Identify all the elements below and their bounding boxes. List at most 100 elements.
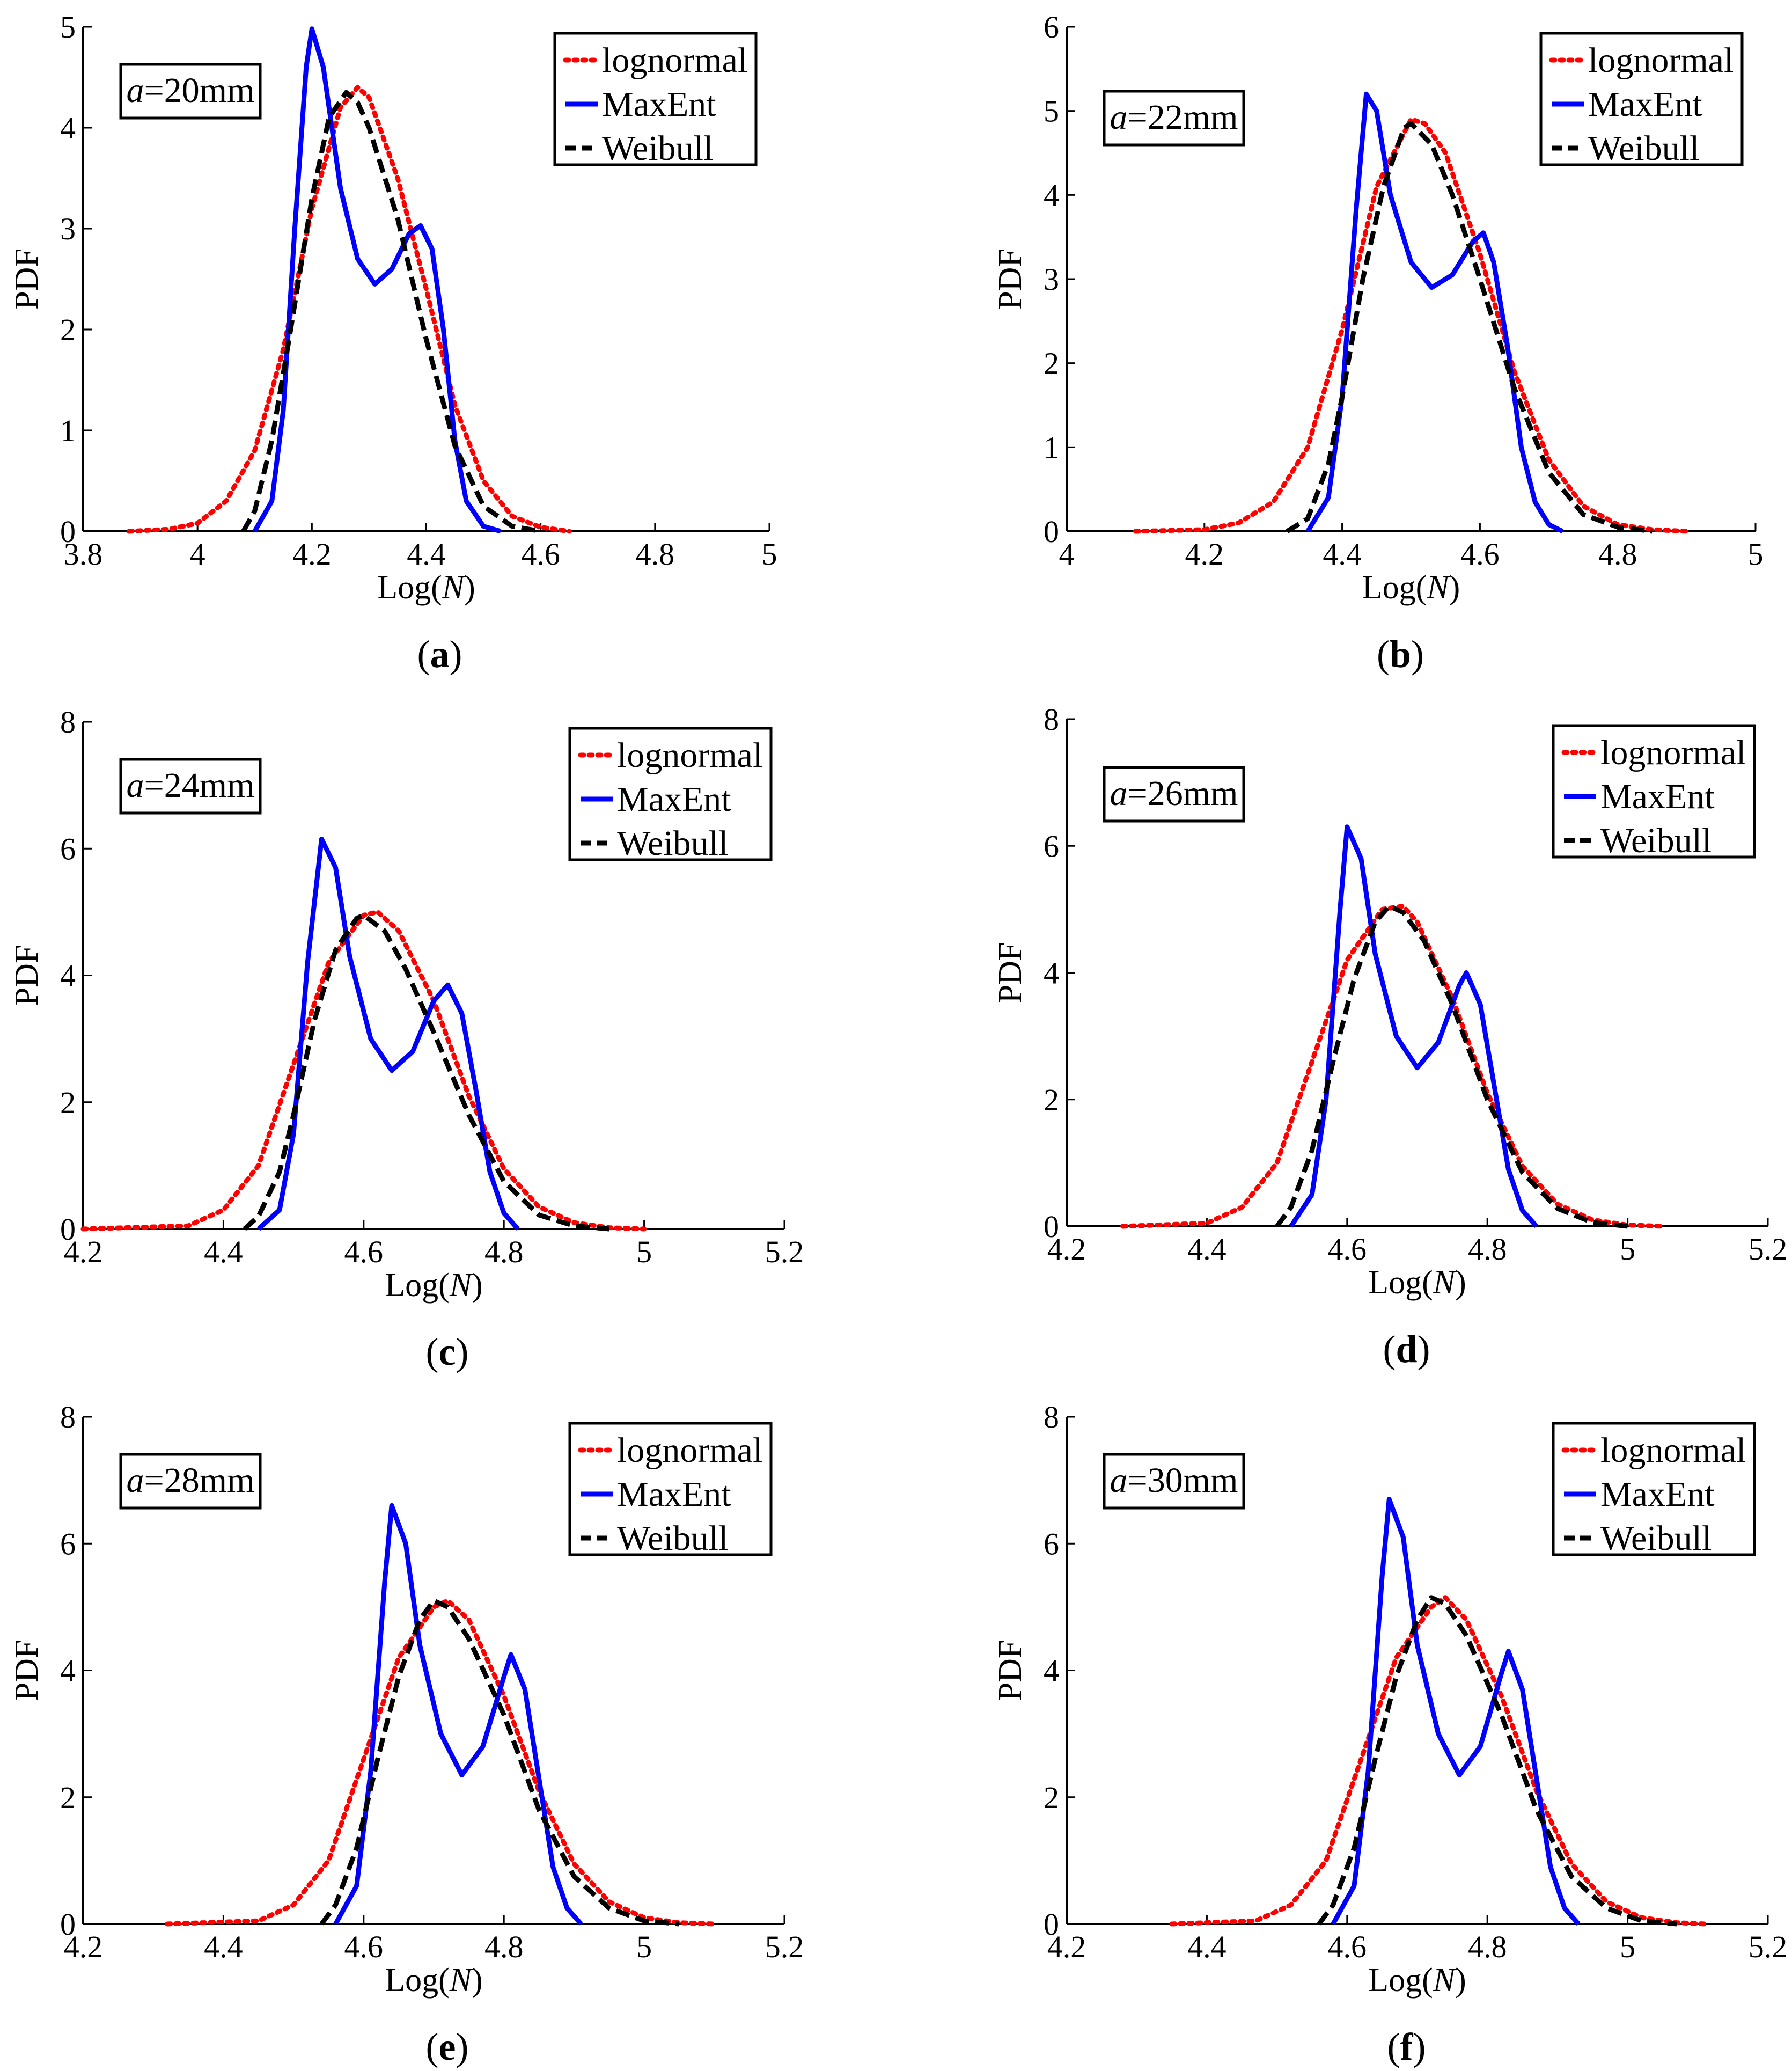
caption-letter: f: [1400, 2025, 1414, 2068]
x-axis-label-prefix: Log(: [377, 569, 442, 606]
legend-label-weibull: Weibull: [617, 824, 728, 863]
x-tick-label: 4.6: [1460, 537, 1500, 572]
legend-label-lognormal: lognormal: [1600, 733, 1746, 772]
y-tick-label: 2: [1044, 1780, 1059, 1815]
series-line-maxent: [1289, 824, 1539, 1228]
caption-close: ): [456, 1330, 468, 1373]
annotation-frame: [119, 758, 262, 815]
y-tick-label: 2: [1044, 1082, 1059, 1117]
y-tick-label: 8: [1044, 702, 1059, 737]
legend-label-maxent: MaxEnt: [1600, 1475, 1715, 1514]
x-tick-label: 4.2: [1185, 537, 1224, 572]
annotation-frame: [1103, 766, 1245, 823]
series-line-weibull: [1317, 1595, 1677, 1927]
legend: lognormal MaxEnt Weibull: [1552, 724, 1756, 860]
legend-box: [1552, 724, 1756, 859]
x-tick-label: 4.4: [204, 1929, 243, 1964]
y-tick-label: 4: [1044, 1653, 1059, 1688]
caption-open: (: [417, 633, 430, 676]
x-tick-label: 5: [1748, 537, 1764, 572]
legend: lognormal MaxEnt Weibull: [1552, 1422, 1756, 1558]
annotation-box: a=22mm: [1103, 90, 1245, 147]
x-axis-label-suffix: ): [1455, 1264, 1466, 1301]
x-tick-label: 4.4: [1323, 537, 1362, 572]
caption-open: (: [1387, 2025, 1400, 2068]
annotation-frame: [1103, 90, 1245, 147]
panel-d: 4.2 4.4 4.6 4.8 5 5.2 0 2 4 6 8 PDF Log(N) lognormal M…: [992, 702, 1787, 1371]
annotation-value: =26mm: [1128, 774, 1238, 813]
caption-letter: b: [1390, 633, 1411, 676]
y-tick-label: 0: [60, 1212, 76, 1247]
y-axis-label: PDF: [9, 1640, 45, 1701]
y-tick-label: 0: [60, 1907, 76, 1942]
y-tick-label: 8: [1044, 1400, 1059, 1435]
x-axis-label: Log(N): [1362, 569, 1460, 606]
y-axis-label: PDF: [992, 1640, 1029, 1701]
legend-label-lognormal: lognormal: [1600, 1431, 1746, 1470]
series-line-maxent: [333, 1503, 583, 1926]
x-tick-label: 4.6: [1328, 1929, 1367, 1964]
series-line-lognormal: [80, 909, 647, 1232]
annotation-frame: [119, 63, 262, 120]
annotation-box: a=26mm: [1103, 766, 1245, 823]
caption-close: ): [1418, 1328, 1430, 1371]
panel-b: 4 4.2 4.4 4.6 4.8 5 0 1 2 3 4 5 6 PDF Log(N) lognormal M…: [992, 10, 1764, 676]
panel-caption: (c): [426, 1330, 469, 1373]
annotation-value: =20mm: [144, 71, 255, 110]
y-tick-label: 1: [1044, 430, 1059, 465]
y-tick-label: 2: [60, 312, 76, 347]
x-tick-label: 5: [636, 1234, 652, 1269]
annotation-text: a=20mm: [127, 71, 255, 110]
x-tick-label: 4.6: [1328, 1232, 1367, 1267]
series-line-lognormal: [1133, 116, 1690, 534]
x-tick-label: 5.2: [1749, 1232, 1788, 1267]
y-tick-label: 4: [60, 1653, 76, 1688]
x-tick-label: 4.8: [484, 1929, 524, 1964]
y-tick-label: 6: [1044, 829, 1059, 863]
y-tick-label: 0: [1044, 1907, 1059, 1942]
legend-label-weibull: Weibull: [1600, 821, 1712, 860]
legend-label-maxent: MaxEnt: [1600, 777, 1715, 816]
annotation-text: a=26mm: [1110, 774, 1238, 813]
annotation-frame: [1103, 1453, 1245, 1510]
x-axis-label-suffix: ): [1455, 1962, 1466, 1999]
annotation-text: a=30mm: [1110, 1461, 1238, 1500]
caption-letter: e: [439, 2025, 456, 2068]
x-axis-label-prefix: Log(: [1362, 569, 1427, 606]
legend-box: [1552, 1422, 1756, 1556]
series-line-weibull: [319, 1598, 680, 1927]
series-line-maxent: [1331, 1497, 1581, 1926]
legend-label-maxent: MaxEnt: [617, 780, 731, 819]
x-axis-label-suffix: ): [472, 1267, 483, 1304]
series-line-weibull: [241, 90, 541, 534]
x-tick-label: 4: [1059, 537, 1075, 572]
x-tick-label: 4.4: [407, 537, 446, 572]
legend: lognormal MaxEnt Weibull: [568, 1422, 773, 1558]
y-axis-label: PDF: [992, 248, 1029, 310]
caption-letter: c: [439, 1330, 456, 1373]
x-tick-label: 4.2: [64, 1929, 103, 1964]
y-tick-label: 0: [1044, 1209, 1059, 1244]
x-tick-label: 4.8: [1598, 537, 1637, 572]
annotation-box: a=28mm: [119, 1453, 262, 1510]
annotation-var: a: [127, 71, 144, 110]
x-axis-label: Log(N): [385, 1962, 483, 1999]
x-tick-label: 4.8: [636, 537, 675, 572]
series-line-lognormal: [1120, 904, 1665, 1229]
x-tick-label: 4.8: [1468, 1929, 1507, 1964]
y-tick-label: 3: [1044, 262, 1059, 297]
legend-label-maxent: MaxEnt: [602, 85, 716, 124]
series-line-maxent: [1305, 91, 1564, 534]
y-axis-label: PDF: [9, 945, 45, 1006]
series-line-maxent: [256, 837, 520, 1231]
annotation-text: a=24mm: [127, 766, 255, 805]
series-line-weibull: [243, 912, 609, 1232]
x-tick-label: 4.4: [204, 1234, 243, 1269]
x-axis-label: Log(N): [1368, 1962, 1466, 1999]
panel-caption: (a): [417, 633, 462, 676]
panel-a: 3.8 4 4.2 4.4 4.6 4.8 5 0 1 2 3 4 5 PDF Log(N) lognorma…: [9, 10, 777, 676]
legend-box: [1539, 32, 1744, 166]
y-tick-label: 5: [60, 10, 76, 45]
y-tick-label: 4: [1044, 178, 1059, 213]
